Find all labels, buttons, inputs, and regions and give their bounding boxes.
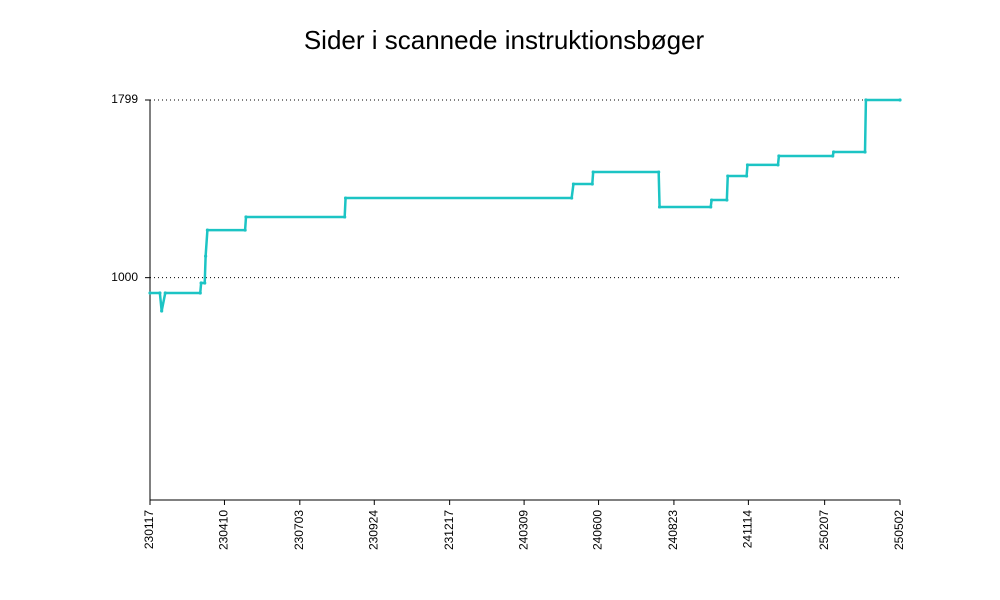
y-tick-label: 1000 (111, 270, 138, 284)
data-point (571, 182, 576, 186)
data-point (710, 198, 714, 202)
x-tick-label: 230703 (292, 510, 306, 550)
x-tick-label: 250502 (892, 510, 906, 550)
data-point (776, 163, 780, 167)
data-point (203, 281, 207, 285)
data-point (744, 174, 749, 178)
data-point (657, 170, 661, 174)
x-tick-label: 250207 (817, 510, 831, 550)
data-point (343, 196, 348, 200)
data-point (198, 291, 202, 295)
data-point (863, 150, 867, 154)
x-tick-label: 240823 (666, 510, 680, 550)
data-point (777, 154, 781, 158)
data-point (831, 154, 835, 158)
data-point (199, 281, 203, 285)
data-point (163, 291, 167, 295)
data-point (158, 291, 162, 295)
y-tick-label: 1799 (111, 92, 138, 106)
x-tick-label: 240600 (591, 510, 605, 550)
x-tick-label: 230924 (366, 510, 380, 550)
x-tick-label: 240309 (516, 510, 530, 550)
data-point (709, 205, 713, 209)
data-point (343, 215, 347, 219)
data-point (204, 254, 208, 258)
data-point (657, 205, 662, 209)
data-point (243, 228, 247, 232)
x-tick-label: 230410 (217, 510, 231, 550)
data-point (898, 98, 902, 102)
data-point (205, 228, 210, 232)
data-point (745, 163, 750, 167)
data-point (148, 291, 152, 295)
data-point (570, 196, 574, 200)
x-tick-label: 230117 (142, 510, 156, 549)
data-point (864, 98, 868, 102)
x-tick-label: 231217 (442, 510, 456, 550)
data-point (725, 198, 729, 202)
data-point (244, 215, 248, 219)
data-point (160, 309, 164, 313)
data-point (591, 170, 595, 174)
chart-title: Sider i scannede instruktionsbøger (304, 25, 705, 55)
data-point (832, 150, 836, 154)
data-point (590, 182, 594, 186)
data-point (726, 174, 730, 178)
x-tick-label: 241114 (741, 510, 755, 549)
